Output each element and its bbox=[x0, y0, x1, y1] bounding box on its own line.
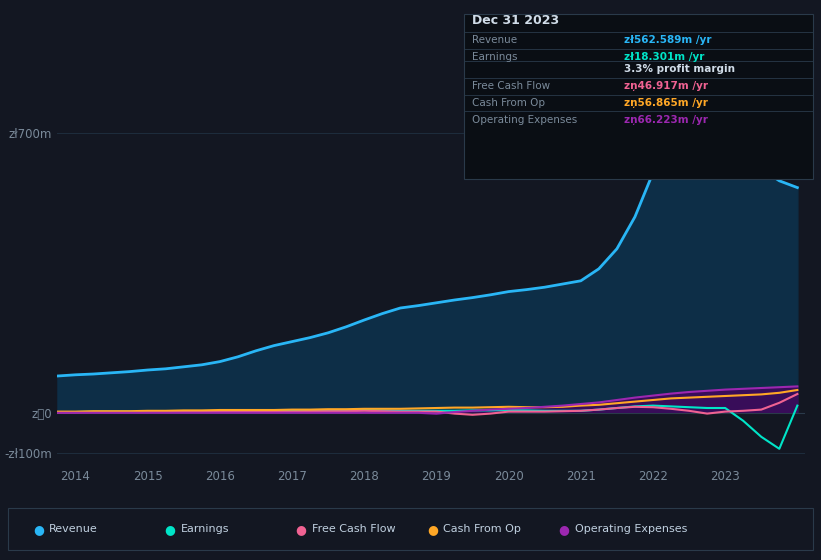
Text: Cash From Op: Cash From Op bbox=[472, 98, 545, 108]
Text: Dec 31 2023: Dec 31 2023 bbox=[472, 14, 559, 27]
Text: Free Cash Flow: Free Cash Flow bbox=[472, 81, 550, 91]
Text: zł562.589m /yr: zł562.589m /yr bbox=[624, 35, 712, 45]
Text: Free Cash Flow: Free Cash Flow bbox=[312, 524, 396, 534]
Text: Operating Expenses: Operating Expenses bbox=[575, 524, 687, 534]
Text: Revenue: Revenue bbox=[49, 524, 98, 534]
Text: zņ66.223m /yr: zņ66.223m /yr bbox=[624, 115, 708, 125]
Text: Operating Expenses: Operating Expenses bbox=[472, 115, 577, 125]
Text: zł18.301m /yr: zł18.301m /yr bbox=[624, 52, 704, 62]
Text: ●: ● bbox=[558, 522, 569, 536]
Text: 3.3% profit margin: 3.3% profit margin bbox=[624, 64, 735, 74]
Text: Earnings: Earnings bbox=[181, 524, 229, 534]
Text: Revenue: Revenue bbox=[472, 35, 517, 45]
Text: ●: ● bbox=[296, 522, 306, 536]
Text: ●: ● bbox=[33, 522, 44, 536]
Text: ●: ● bbox=[164, 522, 175, 536]
Text: Cash From Op: Cash From Op bbox=[443, 524, 521, 534]
Text: zņ46.917m /yr: zņ46.917m /yr bbox=[624, 81, 708, 91]
Text: Earnings: Earnings bbox=[472, 52, 517, 62]
Text: zņ56.865m /yr: zņ56.865m /yr bbox=[624, 98, 708, 108]
Text: ●: ● bbox=[427, 522, 438, 536]
